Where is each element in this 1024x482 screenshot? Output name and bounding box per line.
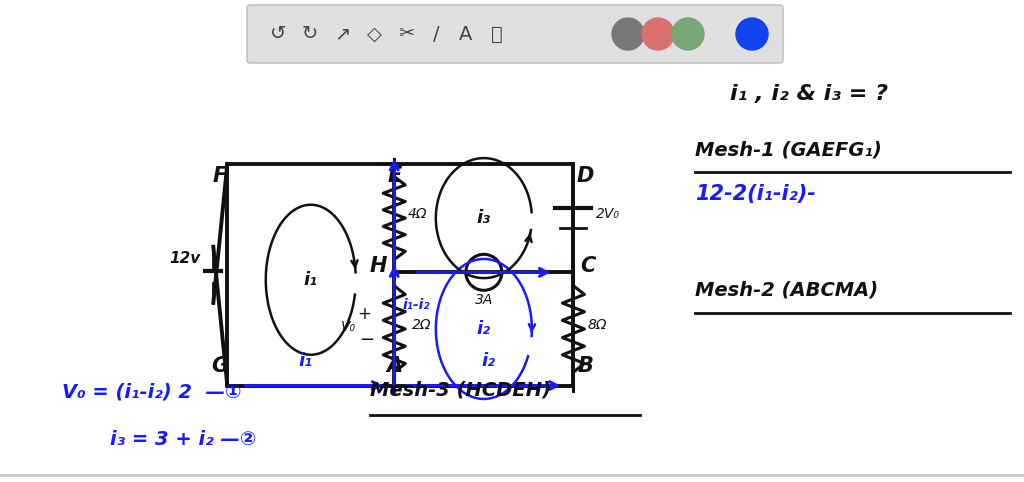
Text: D: D <box>577 166 594 186</box>
Text: −: − <box>358 331 374 349</box>
Circle shape <box>736 18 768 50</box>
Text: +: + <box>357 305 371 323</box>
Text: i₁: i₁ <box>304 271 317 289</box>
Text: ⬜: ⬜ <box>492 25 503 43</box>
Text: 12v: 12v <box>170 251 201 266</box>
Text: ↻: ↻ <box>302 25 318 43</box>
Text: 8Ω: 8Ω <box>588 318 607 332</box>
Text: ✂: ✂ <box>397 25 414 43</box>
Circle shape <box>642 18 674 50</box>
Text: A: A <box>460 25 473 43</box>
FancyBboxPatch shape <box>247 5 783 63</box>
Text: i₂: i₂ <box>477 320 490 338</box>
Text: ↺: ↺ <box>269 25 286 43</box>
Text: i₁ , i₂ & i₃ = ?: i₁ , i₂ & i₃ = ? <box>730 84 888 104</box>
Circle shape <box>672 18 705 50</box>
Text: /: / <box>433 25 439 43</box>
Text: H: H <box>370 256 387 276</box>
Text: 4Ω: 4Ω <box>409 207 428 221</box>
Text: 2Ω: 2Ω <box>413 318 432 332</box>
Text: i₃ = 3 + i₂ —②: i₃ = 3 + i₂ —② <box>110 430 256 449</box>
Text: 2V₀: 2V₀ <box>595 207 620 221</box>
Text: ◇: ◇ <box>367 25 382 43</box>
Text: Mesh-1 (GAEFG₁): Mesh-1 (GAEFG₁) <box>695 140 882 159</box>
Text: 12-2(i₁-i₂)-: 12-2(i₁-i₂)- <box>695 184 816 204</box>
Text: V₀: V₀ <box>341 320 355 334</box>
Text: i₃: i₃ <box>477 209 490 227</box>
Text: F: F <box>212 166 226 186</box>
Circle shape <box>612 18 644 50</box>
Text: V₀ = (i₁-i₂) 2  —①: V₀ = (i₁-i₂) 2 —① <box>62 383 242 402</box>
Text: Mesh-2 (ABCMA): Mesh-2 (ABCMA) <box>695 280 879 299</box>
Text: i₂: i₂ <box>482 351 496 370</box>
Text: C: C <box>580 256 595 276</box>
Text: Mesh-3 (HCDEH): Mesh-3 (HCDEH) <box>370 380 551 399</box>
Text: A: A <box>386 356 402 375</box>
Text: B: B <box>578 356 593 375</box>
Text: i₁: i₁ <box>299 351 312 370</box>
Text: i₁-i₂: i₁-i₂ <box>402 298 430 312</box>
Text: 3A: 3A <box>475 294 493 308</box>
Text: G: G <box>211 356 228 375</box>
Text: E: E <box>387 166 401 186</box>
Text: ↗: ↗ <box>334 25 350 43</box>
